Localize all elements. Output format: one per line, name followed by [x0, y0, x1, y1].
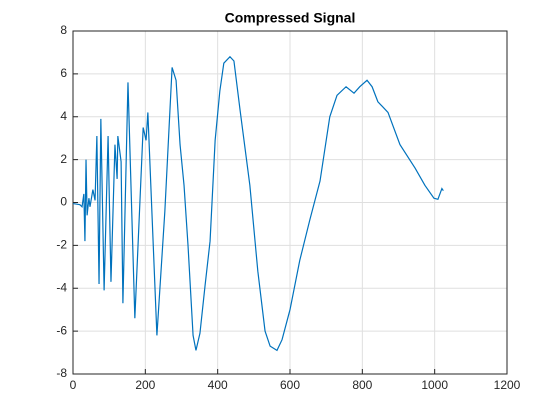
- y-tick-label: 6: [60, 66, 67, 80]
- x-tick-label: 1200: [494, 378, 521, 392]
- y-tick-label: -6: [56, 323, 67, 337]
- x-tick-label: 0: [70, 378, 77, 392]
- line-series: [72, 55, 444, 352]
- y-tick-label: -4: [56, 280, 67, 294]
- x-tick-label: 800: [352, 378, 372, 392]
- y-tick-label: -8: [56, 366, 67, 380]
- x-tick-label: 1000: [421, 378, 448, 392]
- y-tick-label: -2: [56, 238, 67, 252]
- x-tick-label: 200: [135, 378, 155, 392]
- x-tick-label: 600: [280, 378, 300, 392]
- chart-title: Compressed Signal: [225, 10, 356, 26]
- axes-box: [72, 30, 508, 375]
- y-tick-label: 4: [60, 109, 67, 123]
- y-tick-label: 2: [60, 152, 67, 166]
- y-tick-label: 8: [60, 23, 67, 37]
- x-tick-label: 400: [208, 378, 228, 392]
- y-tick-label: 0: [60, 195, 67, 209]
